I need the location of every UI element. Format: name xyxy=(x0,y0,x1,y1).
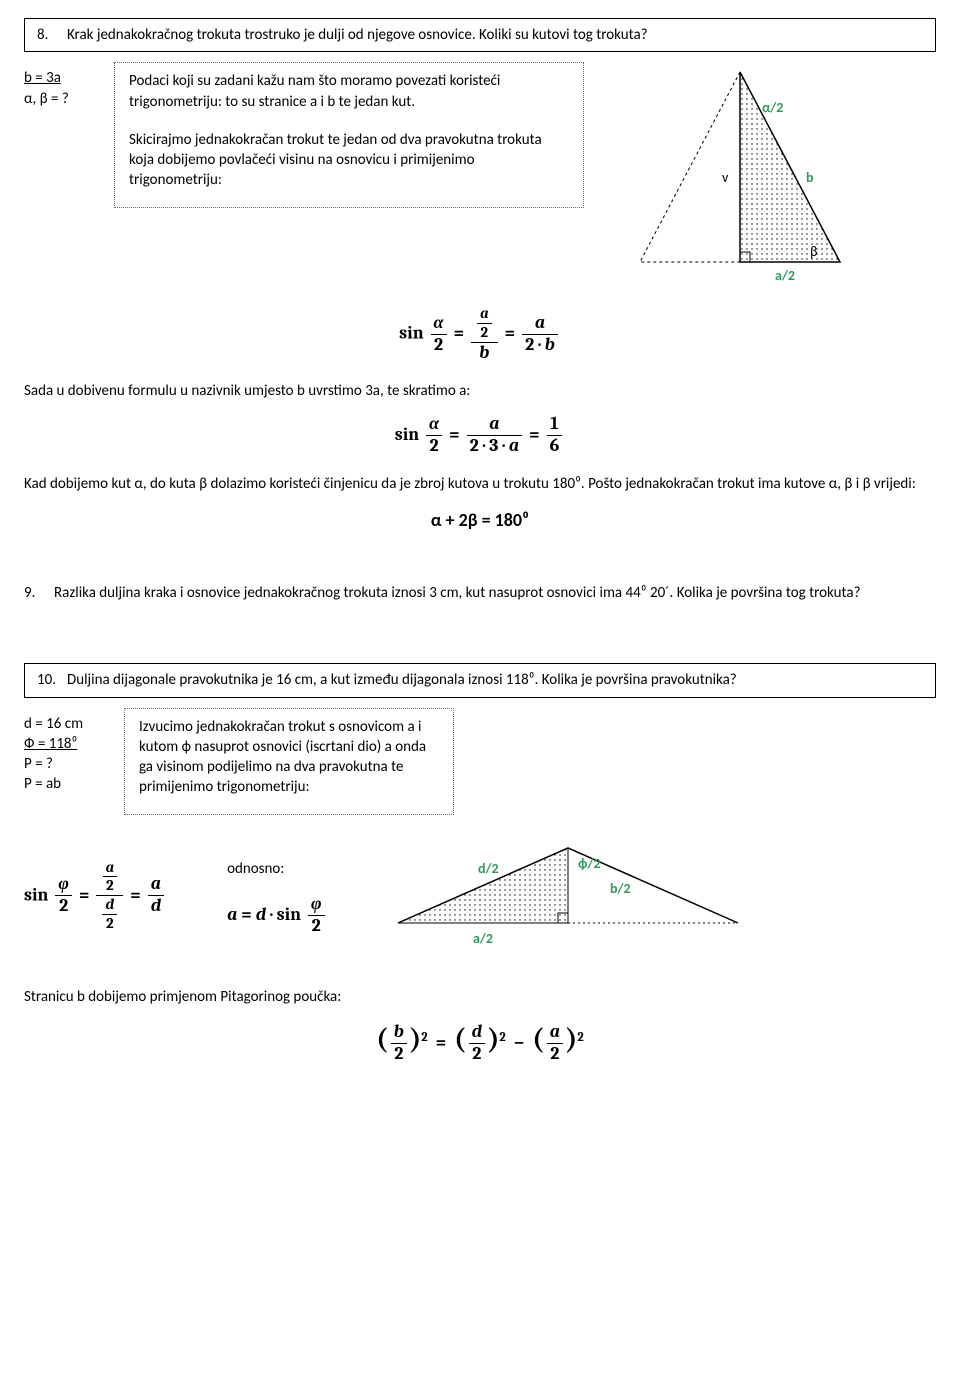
problem-10-givens: d = 16 cm Ф = 118⁰ P = ? P = ab xyxy=(24,708,124,795)
problem-10-text: Duljina dijagonale pravokutnika je 16 cm… xyxy=(67,670,737,690)
label-a-half-2: a/2 xyxy=(473,930,493,947)
label-b-half: b/2 xyxy=(610,880,631,897)
formula-sin-alpha-2: sin α2 = a2 · 3 · a = 16 xyxy=(24,415,936,456)
problem-10-box: 10. Duljina dijagonale pravokutnika je 1… xyxy=(24,663,936,697)
given-phi: Ф = 118⁰ xyxy=(24,734,124,754)
label-a-half: a/2 xyxy=(775,267,795,284)
label-b: b xyxy=(806,169,814,186)
problem-10-notes: Izvucimo jednakokračan trokut s osnovico… xyxy=(124,708,454,815)
label-d-half: d/2 xyxy=(478,860,499,877)
given-b-3a: b = 3a xyxy=(24,68,114,88)
formula-sin-alpha-1: sin α2 = a2b = a2 · b xyxy=(24,306,936,362)
note-1: Podaci koji su zadani kažu nam što moram… xyxy=(129,71,569,112)
problem-8-number: 8. xyxy=(37,25,67,45)
problem-9-number: 9. xyxy=(24,583,54,603)
problem-8-givens: b = 3a α, β = ? xyxy=(24,62,114,109)
problem-9-text: Razlika duljina kraka i osnovice jednako… xyxy=(54,583,881,603)
problem-8-notes: Podaci koji su zadani kažu nam što moram… xyxy=(114,62,584,207)
body-2: Kad dobijemo kut α, do kuta β dolazimo k… xyxy=(24,474,936,494)
formula-sin-phi: sin φ2 = a2 d2 = ad xyxy=(24,860,167,932)
problem-8-text: Krak jednakokračnog trokuta trostruko je… xyxy=(67,25,648,45)
body-pyth: Stranicu b dobijemo primjenom Pitagorino… xyxy=(24,987,936,1007)
problem-8-box: 8. Krak jednakokračnog trokuta trostruko… xyxy=(24,18,936,52)
problem-10-number: 10. xyxy=(37,670,67,690)
body-1: Sada u dobivenu formulu u nazivnik umjes… xyxy=(24,381,936,401)
formula-pythagoras: (b2)2 = (d2)2 − (a2)2 xyxy=(24,1021,936,1064)
given-p-q: P = ? xyxy=(24,754,124,774)
label-v: v xyxy=(722,169,729,186)
label-phi-half: ф/2 xyxy=(578,855,601,872)
problem-8-content-row: b = 3a α, β = ? Podaci koji su zadani ka… xyxy=(24,62,936,292)
formula-angle-sum: α + 2β = 180⁰ xyxy=(24,508,936,533)
problem-10-formula-row: sin φ2 = a2 d2 = ad odnosno: a = d · sin… xyxy=(24,833,936,963)
problem-9-row: 9. Razlika duljina kraka i osnovice jedn… xyxy=(24,583,936,603)
note-2: Skicirajmo jednakokračan trokut te jedan… xyxy=(129,130,569,191)
problem-10-content-row: d = 16 cm Ф = 118⁰ P = ? P = ab Izvucimo… xyxy=(24,708,936,815)
given-alpha-beta: α, β = ? xyxy=(24,89,114,109)
label-alpha-half: α/2 xyxy=(762,99,783,116)
given-d: d = 16 cm xyxy=(24,714,124,734)
note-10-1: Izvucimo jednakokračan trokut s osnovico… xyxy=(139,717,439,798)
label-beta: β xyxy=(810,243,817,260)
given-p-ab: P = ab xyxy=(24,774,124,794)
problem-10-diagram: d/2 ф/2 b/2 a/2 xyxy=(388,833,748,963)
problem-8-diagram: α/2 v b β a/2 xyxy=(600,62,880,292)
formula-a-eq: odnosno: a = d · sin φ2 xyxy=(227,859,327,936)
